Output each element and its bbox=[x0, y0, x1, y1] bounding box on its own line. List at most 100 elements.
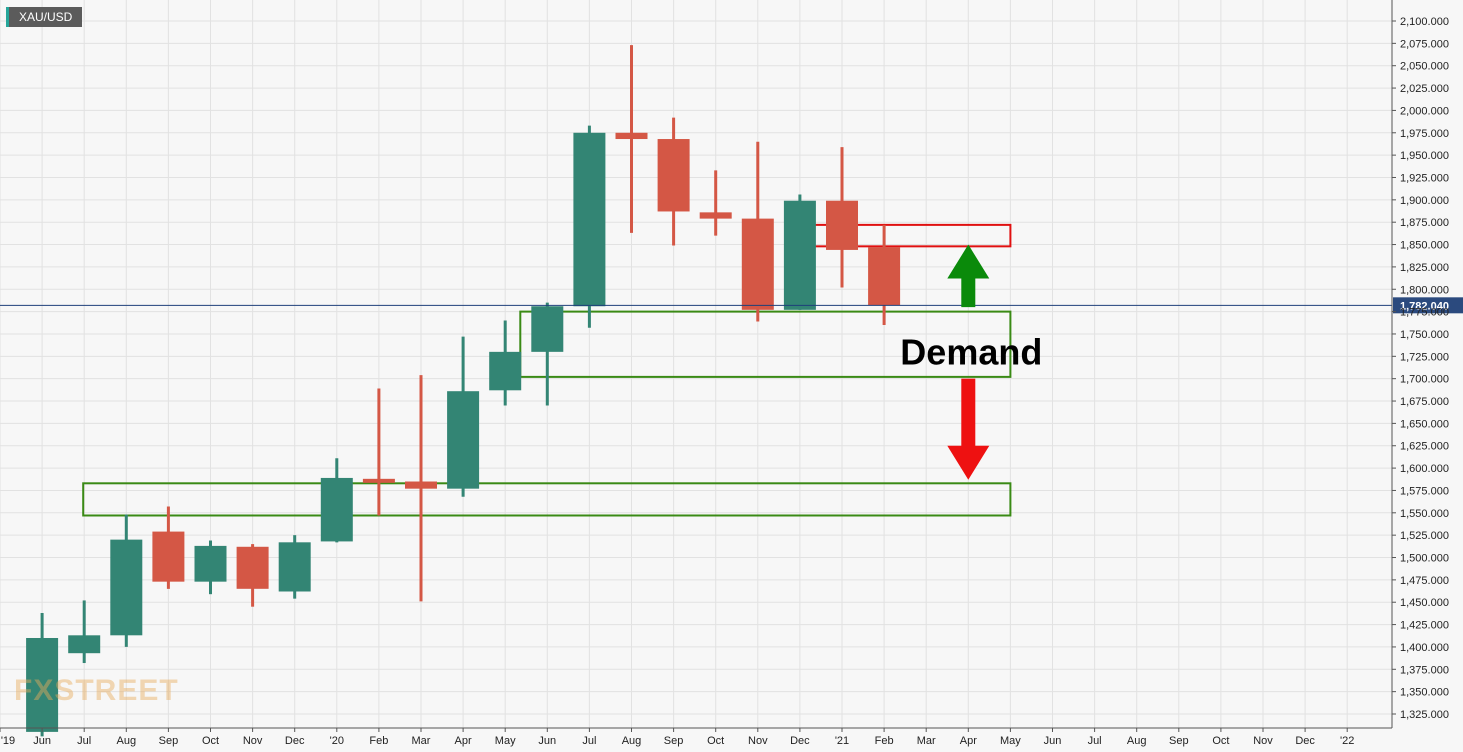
y-tick-label: 1,575.000 bbox=[1400, 485, 1449, 497]
candle-bullish[interactable] bbox=[489, 320, 522, 406]
x-tick-label: Sep bbox=[664, 735, 684, 747]
x-tick-label: Jul bbox=[1088, 735, 1102, 747]
y-tick-label: 1,675.000 bbox=[1400, 396, 1449, 408]
x-tick-label: Apr bbox=[960, 735, 977, 747]
candle-bullish[interactable] bbox=[531, 302, 564, 406]
candle-body bbox=[826, 200, 858, 250]
x-tick-label: '19 bbox=[1, 735, 15, 747]
y-tick-label: 1,525.000 bbox=[1400, 530, 1449, 542]
candle-bullish[interactable] bbox=[783, 194, 816, 310]
y-tick-label: 1,750.000 bbox=[1400, 329, 1449, 341]
candle-body bbox=[531, 306, 564, 352]
x-tick-label: Oct bbox=[202, 735, 219, 747]
x-tick-label: Dec bbox=[285, 735, 305, 747]
y-tick-label: 1,950.000 bbox=[1400, 150, 1449, 162]
y-tick-label: 1,825.000 bbox=[1400, 262, 1449, 274]
y-tick-label: 2,025.000 bbox=[1400, 83, 1449, 95]
candle-body bbox=[362, 478, 395, 483]
candle-bearish[interactable] bbox=[657, 117, 690, 246]
x-tick-label: Nov bbox=[748, 735, 768, 747]
x-tick-label: Jun bbox=[538, 735, 556, 747]
candle-bullish[interactable] bbox=[447, 336, 480, 497]
candle-bullish[interactable] bbox=[573, 125, 606, 328]
candle-body bbox=[657, 139, 690, 212]
symbol-badge: XAU/USD bbox=[6, 7, 83, 27]
y-tick-label: 1,450.000 bbox=[1400, 597, 1449, 609]
current-price-label: 1,782.040 bbox=[1400, 300, 1449, 312]
x-tick-label: Mar bbox=[917, 735, 936, 747]
demand-zone bbox=[519, 310, 1012, 378]
x-tick-label: Jun bbox=[33, 735, 51, 747]
y-tick-label: 1,350.000 bbox=[1400, 687, 1449, 699]
candle-bearish[interactable] bbox=[826, 147, 858, 288]
x-tick-label: Jun bbox=[1044, 735, 1062, 747]
candle-bearish[interactable] bbox=[868, 224, 901, 326]
candle-body bbox=[489, 351, 522, 391]
candle-bearish[interactable] bbox=[699, 170, 732, 236]
y-tick-label: 1,475.000 bbox=[1400, 575, 1449, 587]
y-tick-label: 1,875.000 bbox=[1400, 217, 1449, 229]
candle-body bbox=[320, 477, 353, 542]
candle-bearish[interactable] bbox=[741, 141, 774, 322]
x-tick-label: '22 bbox=[1340, 735, 1354, 747]
candle-body bbox=[783, 200, 816, 310]
candle-body bbox=[68, 635, 101, 654]
candle-bullish[interactable] bbox=[26, 612, 59, 737]
y-tick-label: 1,800.000 bbox=[1400, 284, 1449, 296]
candle-body bbox=[194, 545, 227, 582]
candle-bearish[interactable] bbox=[236, 544, 269, 607]
arrow-up-icon bbox=[947, 244, 990, 308]
x-tick-label: Nov bbox=[1253, 735, 1273, 747]
candle-bullish[interactable] bbox=[68, 600, 101, 664]
y-tick-label: 1,850.000 bbox=[1400, 240, 1449, 252]
y-tick-label: 1,325.000 bbox=[1400, 709, 1449, 721]
y-tick-label: 1,925.000 bbox=[1400, 172, 1449, 184]
x-tick-label: Feb bbox=[875, 735, 894, 747]
candle-bullish[interactable] bbox=[278, 535, 311, 599]
candle-body bbox=[699, 212, 732, 219]
candle-body bbox=[236, 546, 269, 589]
current-price-badge bbox=[1393, 297, 1463, 314]
y-tick-label: 1,975.000 bbox=[1400, 128, 1449, 140]
candle-body bbox=[278, 542, 311, 592]
x-axis[interactable]: '19 Jun Jul Aug Sep Oct Nov Dec '20 Feb Mar Apr May J… bbox=[0, 727, 1392, 747]
candle-bearish[interactable] bbox=[152, 506, 185, 589]
candle-bearish[interactable] bbox=[615, 45, 648, 233]
candle-bullish[interactable] bbox=[320, 458, 353, 543]
candle-bullish[interactable] bbox=[110, 514, 143, 647]
y-tick-label: 2,100.000 bbox=[1400, 16, 1449, 28]
x-tick-label: May bbox=[1000, 735, 1021, 747]
y-tick-label: 1,700.000 bbox=[1400, 374, 1449, 386]
candle-bearish[interactable] bbox=[405, 375, 437, 602]
x-tick-label: Aug bbox=[1127, 735, 1147, 747]
y-tick-label: 2,075.000 bbox=[1400, 38, 1449, 50]
y-tick-label: 1,400.000 bbox=[1400, 642, 1449, 654]
y-tick-label: 1,500.000 bbox=[1400, 553, 1449, 565]
x-tick-label: Mar bbox=[412, 735, 431, 747]
annotations: Demand 1,782.040 bbox=[0, 244, 1463, 480]
plot-area bbox=[0, 0, 1392, 728]
x-tick-label: Apr bbox=[455, 735, 472, 747]
candle-body bbox=[110, 539, 143, 636]
candle-body bbox=[615, 132, 648, 140]
x-tick-label: Aug bbox=[117, 735, 137, 747]
x-tick-label: Jul bbox=[77, 735, 91, 747]
support-zone bbox=[82, 482, 1012, 517]
x-tick-label: May bbox=[495, 735, 516, 747]
candle-body bbox=[741, 218, 774, 310]
x-tick-label: Sep bbox=[1169, 735, 1189, 747]
y-tick-label: 1,900.000 bbox=[1400, 195, 1449, 207]
y-tick-label: 1,600.000 bbox=[1400, 463, 1449, 475]
demand-zone-label: Demand bbox=[900, 332, 1042, 373]
y-tick-label: 2,000.000 bbox=[1400, 105, 1449, 117]
x-tick-label: Aug bbox=[622, 735, 642, 747]
y-tick-label: 1,625.000 bbox=[1400, 441, 1449, 453]
candle-bearish[interactable] bbox=[362, 388, 395, 516]
y-axis[interactable]: 1,325.000 1,350.000 1,375.000 1,400.000 1,42… bbox=[1391, 0, 1449, 728]
y-tick-label: 1,775.000 bbox=[1400, 307, 1449, 319]
y-tick-label: 1,550.000 bbox=[1400, 508, 1449, 520]
y-tick-label: 1,425.000 bbox=[1400, 620, 1449, 632]
y-tick-label: 1,375.000 bbox=[1400, 664, 1449, 676]
candle-bullish[interactable] bbox=[194, 540, 227, 595]
